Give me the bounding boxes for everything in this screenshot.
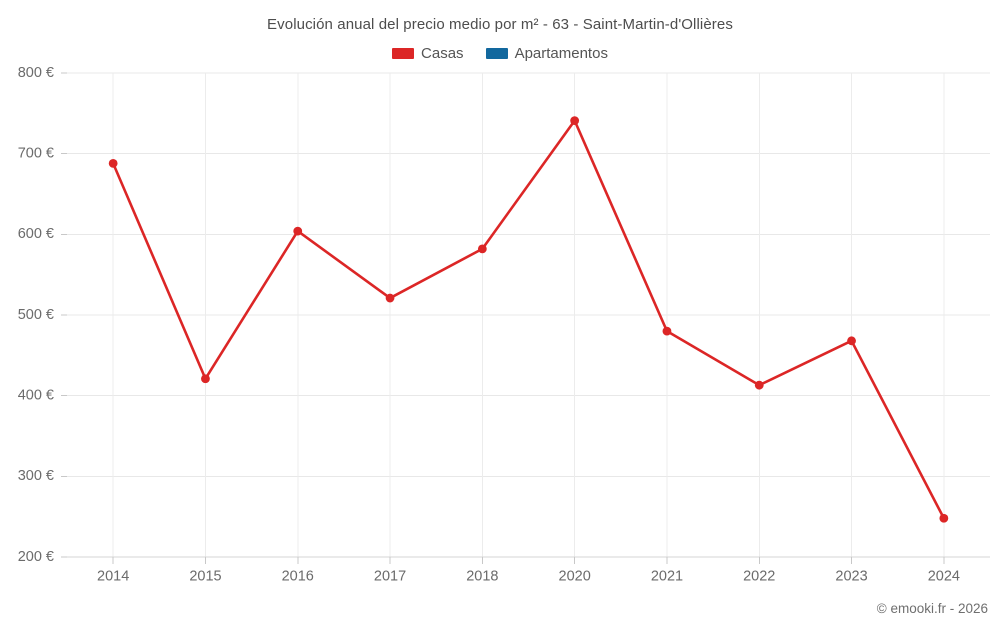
- legend-item-apartamentos[interactable]: Apartamentos: [485, 45, 608, 62]
- data-point[interactable]: 2018: 582 €: [477, 244, 487, 254]
- legend-label-apartamentos: Apartamentos: [514, 45, 608, 62]
- x-axis-tick-label: 2023: [835, 569, 867, 585]
- series-casas: 2014: 688 € 2015: 421 € 2016: 604 € 2017: 5…: [108, 116, 949, 523]
- y-axis-tick-label: 400 €: [18, 387, 54, 403]
- x-axis-tick-label: 2015: [189, 569, 221, 585]
- x-axis-tick-label: 2017: [374, 569, 406, 585]
- y-axis-tick-label: 700 €: [18, 145, 54, 161]
- data-point[interactable]: 2015: 421 €: [201, 374, 210, 384]
- y-axis-tick-label: 300 €: [18, 468, 54, 484]
- series-line-casas: [111, 119, 946, 520]
- data-point[interactable]: 2020: 741 €: [570, 116, 580, 125]
- data-point[interactable]: 2022: 413 €: [754, 380, 764, 390]
- y-axis-tick-label: 200 €: [18, 549, 54, 565]
- x-axis-tick-label: 2014: [97, 569, 129, 585]
- x-axis-tick-label: 2024: [928, 569, 960, 585]
- series-layer: 2014: 688 € 2015: 421 € 2016: 604 € 2017: 5…: [108, 116, 949, 523]
- data-point[interactable]: 2017: 521 €: [385, 293, 395, 303]
- legend-label-casas: Casas: [421, 45, 464, 62]
- data-point[interactable]: 2024: 248 €: [939, 513, 949, 523]
- data-point[interactable]: 2021: 480 €: [662, 326, 672, 336]
- x-axis-tick-label: 2020: [559, 569, 591, 585]
- x-axis-labels: 2014 2015 2016 2017 2018 2020 2021 2022 2023 2024: [97, 569, 960, 585]
- data-point[interactable]: 2023: 468 €: [847, 336, 856, 346]
- y-axis-labels: 200 € 300 € 400 € 500 € 600 € 700 € 800 €: [18, 65, 54, 565]
- legend-swatch-apartamentos: [485, 48, 508, 59]
- copyright-credit: © emooki.fr - 2026: [876, 601, 988, 616]
- x-axis-tick-label: 2022: [743, 569, 775, 585]
- x-axis-tick-label: 2021: [651, 569, 683, 585]
- chart-title: Evolución anual del precio medio por m² …: [267, 16, 733, 33]
- data-point[interactable]: 2016: 604 €: [293, 226, 303, 236]
- chart-legend: Casas Apartamentos: [0, 45, 1000, 62]
- x-axis-tick-label: 2018: [466, 569, 498, 585]
- x-axis-tick-label: 2016: [282, 569, 314, 585]
- y-axis-tick-label: 800 €: [18, 65, 54, 81]
- data-point[interactable]: 2014: 688 €: [108, 158, 118, 168]
- axis-layer: [61, 72, 990, 564]
- y-axis-tick-label: 600 €: [18, 226, 54, 242]
- grid-layer: [67, 72, 990, 557]
- legend-item-casas[interactable]: Casas: [392, 45, 464, 62]
- y-axis-tick-label: 500 €: [18, 307, 54, 323]
- legend-swatch-casas: [392, 48, 415, 59]
